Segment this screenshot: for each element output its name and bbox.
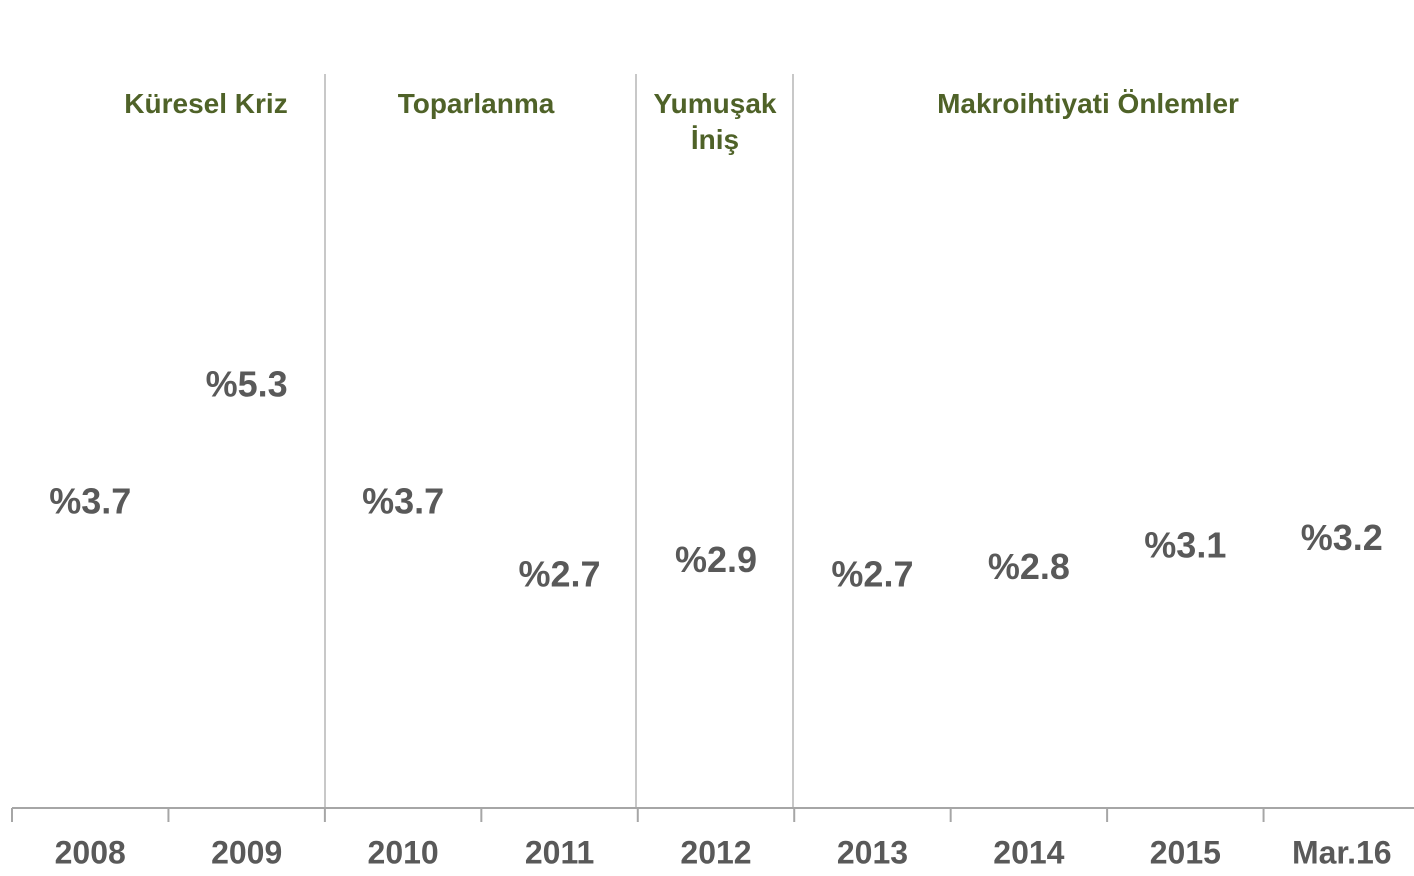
x-tick-label: 2014: [993, 834, 1064, 870]
annotation: Yumuşak İniş: [653, 88, 777, 155]
x-tick-label: 2010: [368, 834, 439, 870]
data-label: %2.7: [519, 554, 601, 595]
x-tick-label: 2012: [680, 834, 751, 870]
x-tick-label: 2008: [55, 834, 126, 870]
x-tick-label: Mar.16: [1292, 834, 1392, 870]
annotation: Toparlanma: [397, 88, 555, 119]
x-tick-label: 2011: [525, 834, 594, 870]
x-tick-label: 2015: [1150, 834, 1221, 870]
x-tick-label: 2009: [211, 834, 282, 870]
data-label: %2.7: [831, 554, 913, 595]
data-label: %2.8: [988, 546, 1070, 587]
x-tick-label: 2013: [837, 834, 908, 870]
data-label: %3.7: [362, 480, 444, 521]
data-label: %5.3: [206, 364, 288, 405]
data-label: %3.2: [1301, 517, 1383, 558]
data-label: %3.7: [49, 480, 131, 521]
annotation: Makroihtiyati Önlemler: [937, 88, 1239, 119]
data-label: %2.9: [675, 539, 757, 580]
data-label: %3.1: [1144, 524, 1226, 565]
annotation: Küresel Kriz: [124, 88, 288, 119]
